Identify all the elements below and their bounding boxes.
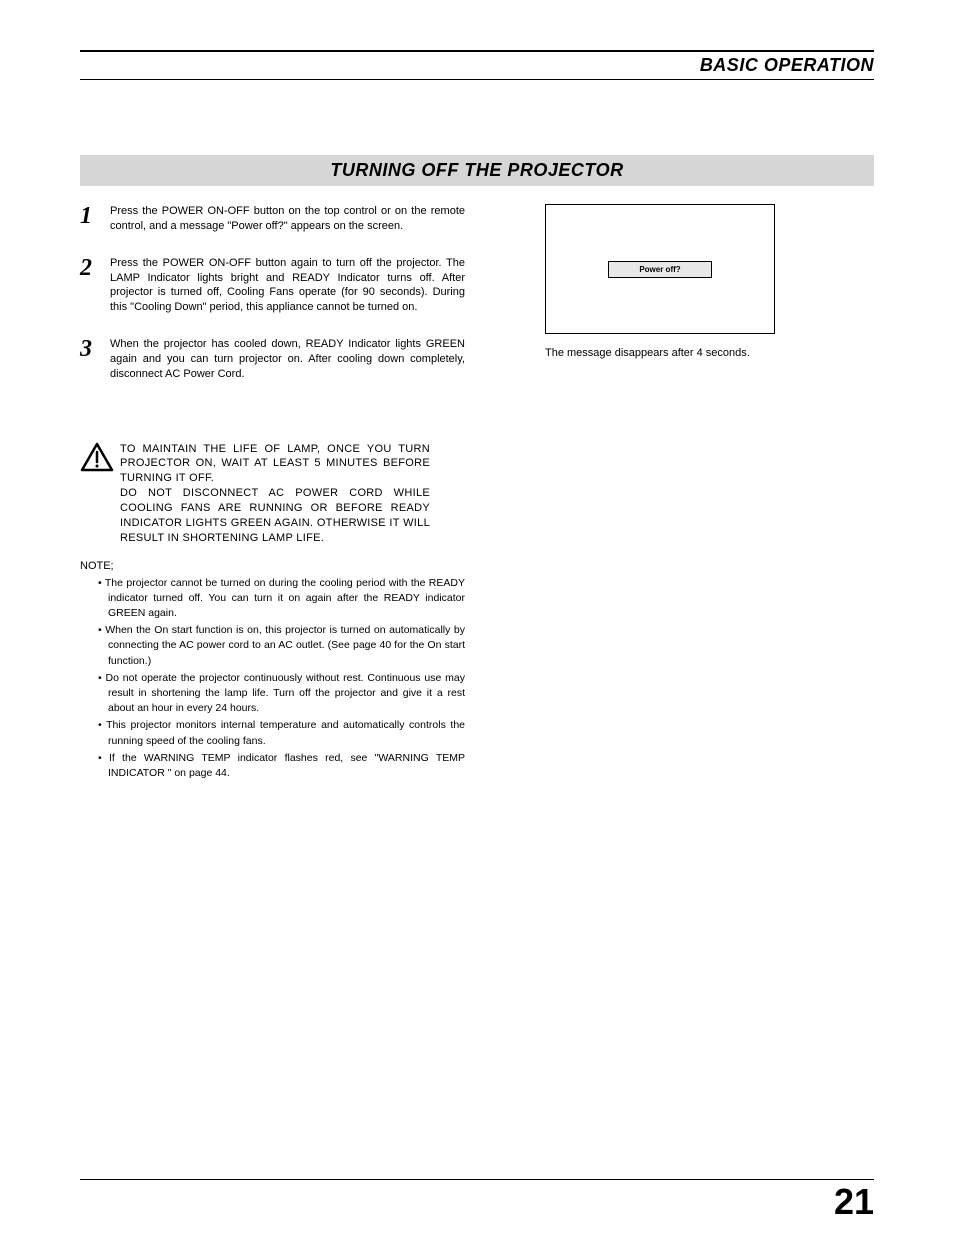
right-column: Power off? The message disappears after … [545,204,805,783]
screen-caption: The message disappears after 4 seconds. [545,346,805,360]
step-2: 2 Press the POWER ON-OFF button again to… [80,256,465,315]
warning-block: TO MAINTAIN THE LIFE OF LAMP, ONCE YOU T… [80,442,465,546]
note-item: The projector cannot be turned on during… [98,576,465,622]
power-off-dialog: Power off? [608,261,711,278]
warning-icon [80,442,120,477]
note-list: The projector cannot be turned on during… [80,576,465,782]
note-item: If the WARNING TEMP indicator flashes re… [98,751,465,781]
step-number: 2 [80,256,110,315]
left-column: 1 Press the POWER ON-OFF button on the t… [80,204,505,783]
warning-text: TO MAINTAIN THE LIFE OF LAMP, ONCE YOU T… [120,442,430,546]
step-number: 3 [80,337,110,382]
warning-para-2: DO NOT DISCONNECT AC POWER CORD WHILE CO… [120,486,430,545]
section-title: TURNING OFF THE PROJECTOR [80,155,874,186]
step-text: When the projector has cooled down, READ… [110,337,465,382]
step-text: Press the POWER ON-OFF button on the top… [110,204,465,234]
note-item: When the On start function is on, this p… [98,623,465,669]
content-row: 1 Press the POWER ON-OFF button on the t… [80,204,874,783]
note-item: This projector monitors internal tempera… [98,718,465,748]
header-rule-top [80,50,874,52]
step-1: 1 Press the POWER ON-OFF button on the t… [80,204,465,234]
footer-rule [80,1179,874,1180]
warning-para-1: TO MAINTAIN THE LIFE OF LAMP, ONCE YOU T… [120,442,430,487]
step-3: 3 When the projector has cooled down, RE… [80,337,465,382]
screen-mockup: Power off? [545,204,775,334]
step-number: 1 [80,204,110,234]
note-item: Do not operate the projector continuousl… [98,671,465,717]
page-header: BASIC OPERATION [80,55,874,80]
page-number: 21 [834,1181,874,1223]
step-text: Press the POWER ON-OFF button again to t… [110,256,465,315]
note-label: NOTE; [80,560,465,572]
